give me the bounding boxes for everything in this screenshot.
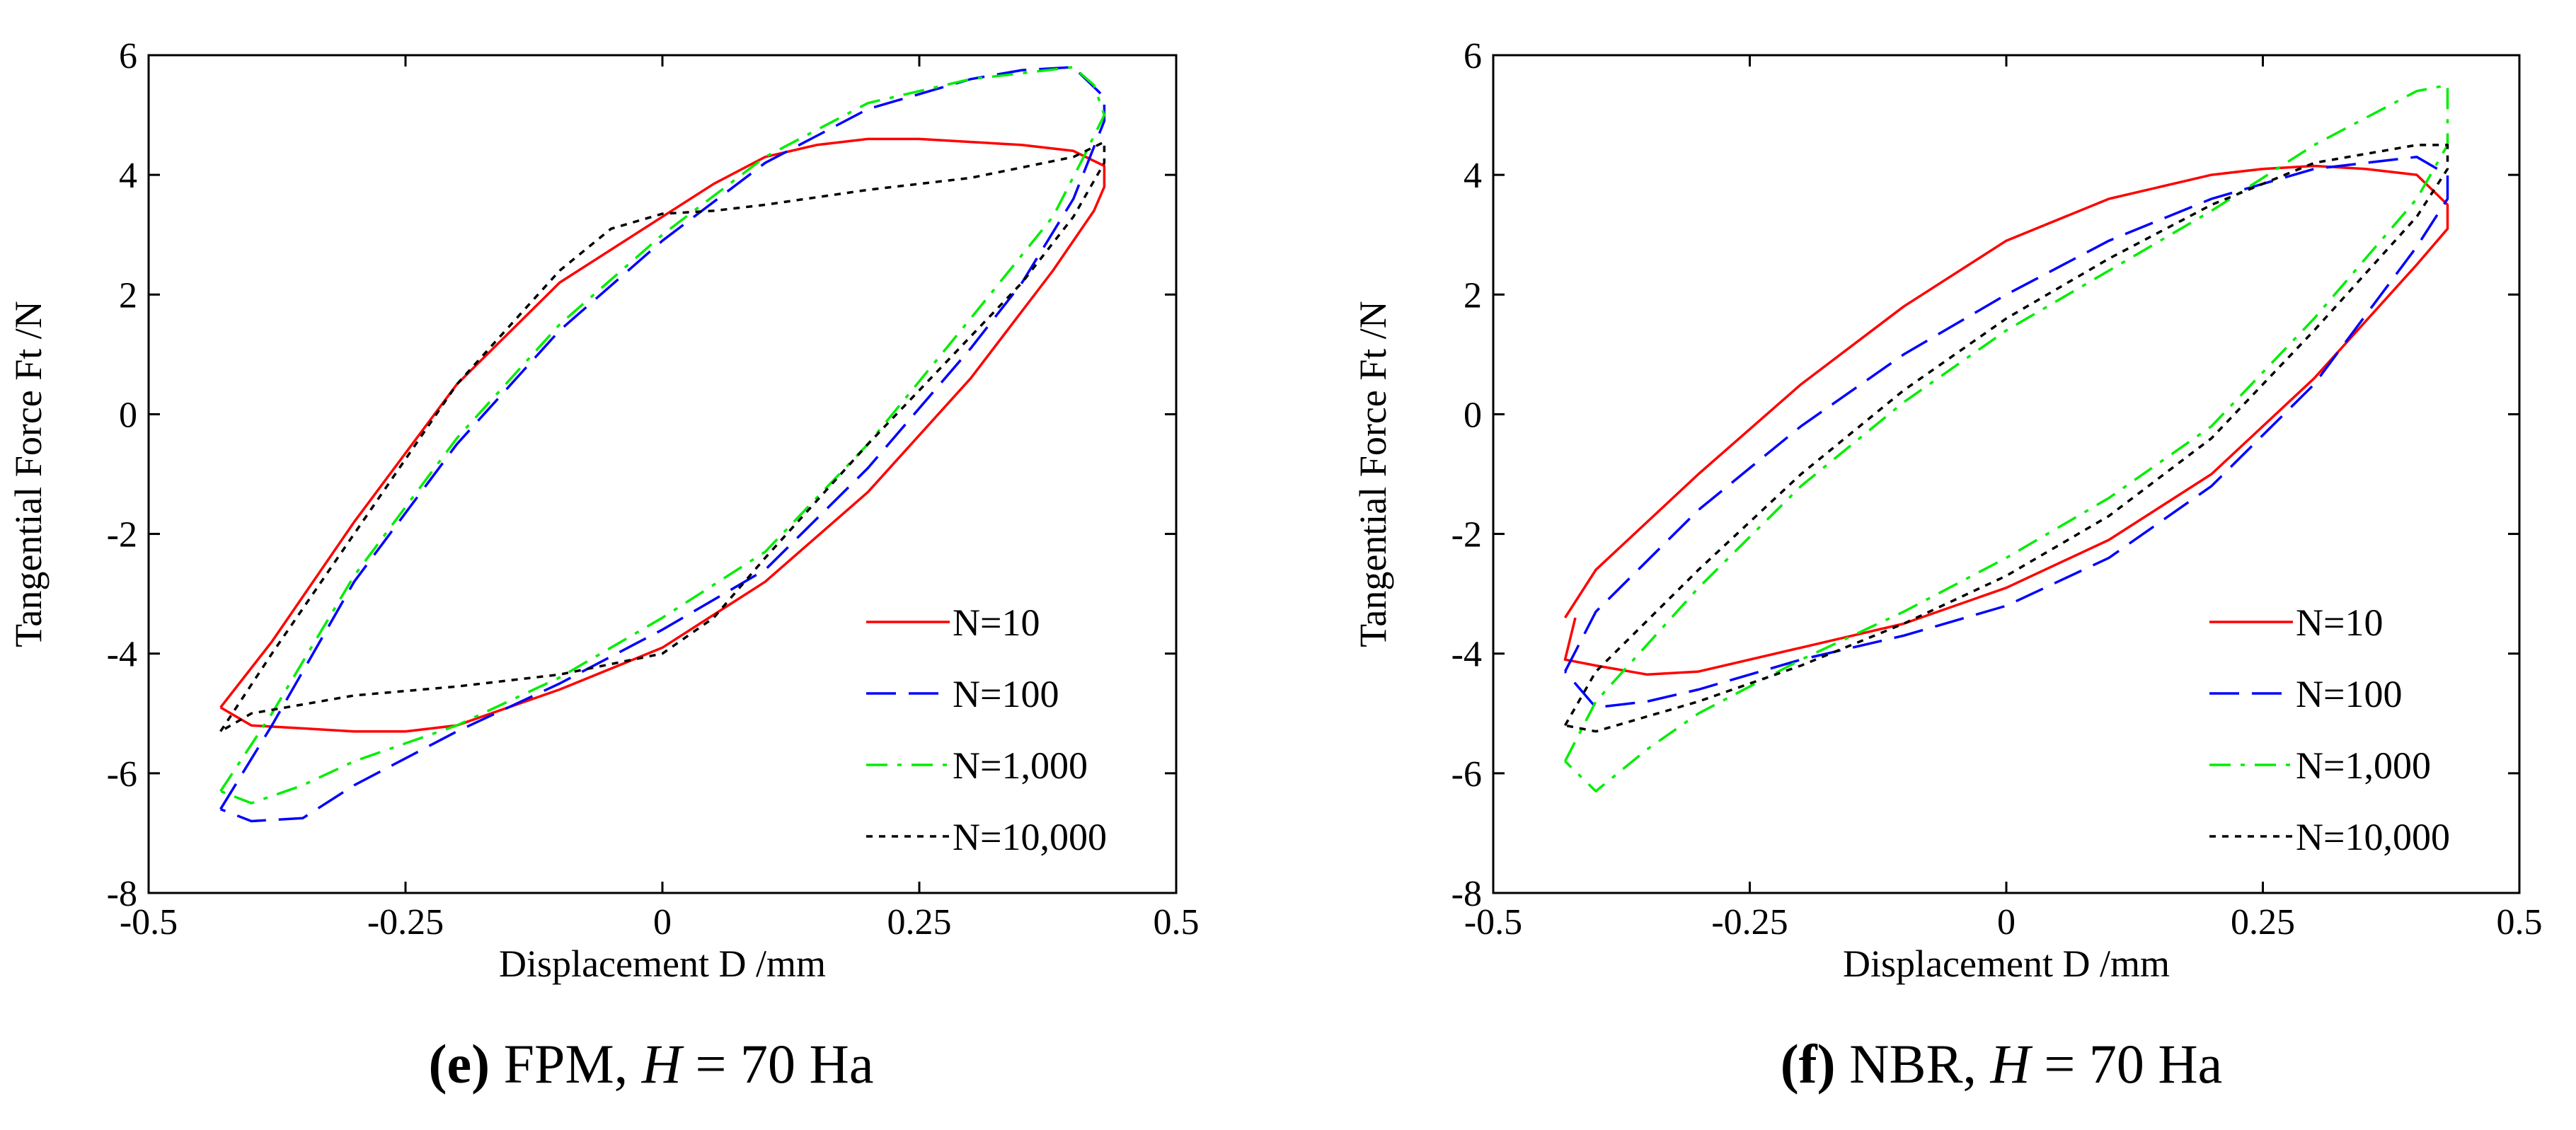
figure-caption: (f) NBR, H = 70 Ha [1781, 1033, 2223, 1095]
caption-material: NBR, [1836, 1033, 1991, 1095]
y-tick-label: -2 [107, 515, 137, 555]
figure-caption: (e) FPM, H = 70 Ha [429, 1033, 874, 1095]
legend: N=10 N=100 N=1,000 N=10,000 [866, 601, 1107, 858]
y-tick-label: 4 [1464, 156, 1482, 196]
series-line-N=100 [219, 66, 1106, 823]
caption-material: FPM, [490, 1033, 642, 1095]
x-tick-label: 0.25 [887, 902, 952, 942]
caption-letter: (f) [1781, 1033, 1836, 1095]
y-tick-label: -4 [1451, 635, 1482, 675]
series-line-N=10,000 [1563, 144, 2449, 733]
series-line-N=10 [219, 137, 1106, 733]
legend-label: N=100 [2296, 673, 2402, 715]
chart-panel-f: -0.5 -0.25 0 0.25 0.5 -8 -6 -4 -2 0 2 4 6 Displacemen… [1352, 36, 2543, 1095]
series-group [1563, 83, 2449, 792]
x-axis-title: Displacement D /mm [499, 942, 826, 985]
x-tick-label: -0.5 [1464, 902, 1522, 942]
legend-label: N=10,000 [953, 816, 1107, 858]
caption-hardness-var: H [1990, 1033, 2033, 1095]
series-line-N=100 [1563, 156, 2449, 709]
y-tick-label: 0 [1464, 395, 1482, 435]
series-group [219, 66, 1106, 823]
caption-letter: (e) [429, 1033, 490, 1095]
legend-label: N=1,000 [2296, 744, 2431, 787]
series-line-N=10 [1563, 164, 2449, 676]
x-tick-label: 0.5 [2497, 902, 2543, 942]
x-tick-label: 0.5 [1154, 902, 1200, 942]
y-axis-title: Tangential Force Ft /N [1352, 301, 1394, 647]
chart-panel-e: -0.5 -0.25 0 0.25 0.5 -8 -6 -4 -2 0 2 4 6 Displacemen… [7, 36, 1200, 1095]
series-line-N=1,000 [219, 66, 1106, 805]
series-line-N=10,000 [219, 140, 1106, 733]
x-axis-title: Displacement D /mm [1843, 942, 2170, 985]
legend-label: N=10 [2296, 601, 2383, 644]
y-tick-label: 2 [119, 275, 137, 316]
y-tick-label: 2 [1464, 275, 1482, 316]
y-tick-label: 4 [119, 156, 137, 196]
y-tick-label: 6 [119, 36, 137, 76]
legend-label: N=10,000 [2296, 816, 2450, 858]
x-tick-label: -0.5 [120, 902, 178, 942]
x-tick-label: -0.25 [367, 902, 444, 942]
legend-label: N=1,000 [953, 744, 1088, 787]
caption-hardness-var: H [641, 1033, 684, 1095]
y-tick-label: 6 [1464, 36, 1482, 76]
caption-hardness-value: = 70 Ha [2030, 1033, 2222, 1095]
y-tick-label: -6 [107, 754, 137, 795]
y-tick-label: 0 [119, 395, 137, 435]
y-tick-label: -2 [1451, 515, 1482, 555]
y-tick-label: -6 [1451, 754, 1482, 795]
caption-hardness-value: = 70 Ha [682, 1033, 873, 1095]
x-tick-label: 0 [1997, 902, 2016, 942]
y-tick-label: -8 [107, 874, 137, 914]
x-tick-label: 0.25 [2231, 902, 2295, 942]
legend-label: N=10 [953, 601, 1040, 644]
y-axis-title: Tangential Force Ft /N [7, 301, 50, 647]
legend: N=10 N=100 N=1,000 N=10,000 [2209, 601, 2450, 858]
y-tick-label: -8 [1451, 874, 1482, 914]
y-tick-label: -4 [107, 635, 137, 675]
x-tick-label: 0 [653, 902, 672, 942]
x-tick-label: -0.25 [1711, 902, 1788, 942]
legend-label: N=100 [953, 673, 1059, 715]
